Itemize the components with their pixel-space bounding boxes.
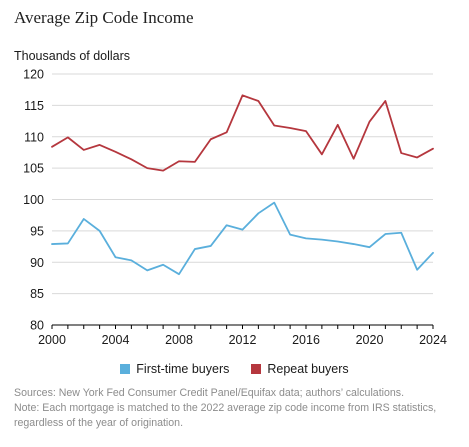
sources-text: Sources: New York Fed Consumer Credit Pa… [14,387,405,399]
y-tick-label-105: 105 [23,162,44,176]
y-tick-label-80: 80 [30,319,44,333]
legend-item-repeat-buyers: Repeat buyers [251,362,349,376]
x-tick-label-2004: 2004 [102,333,130,347]
note-text-line-2: regardless of the year of origination. [14,417,184,429]
series-line-repeat-buyers [51,94,434,172]
x-tick-label-2000: 2000 [38,333,66,347]
chart-title: Average Zip Code Income [14,8,194,27]
y-tick-label-115: 115 [24,99,44,113]
legend: First-time buyers Repeat buyers [0,362,469,376]
legend-label-repeat-buyers: Repeat buyers [267,362,349,376]
legend-item-first-time-buyers: First-time buyers [120,362,229,376]
line-chart: 80 85 90 95 100 105 110 115 120 2000 2004 2008 2012 2… [23,68,447,348]
chart-notes: Sources: New York Fed Consumer Credit Pa… [14,386,459,431]
y-tick-label-90: 90 [30,256,44,270]
y-tick-label-120: 120 [23,68,44,82]
y-tick-label-85: 85 [30,287,44,301]
y-tick-label-100: 100 [23,193,44,207]
y-axis-label: Thousands of dollars [14,49,131,63]
series-line-first-time-buyers [51,201,434,276]
x-tick-label-2008: 2008 [165,333,193,347]
legend-swatch-repeat-buyers [251,364,262,374]
y-tick-label-110: 110 [24,130,44,144]
x-tick-label-2020: 2020 [356,333,384,347]
legend-label-first-time-buyers: First-time buyers [136,362,230,376]
y-tick-label-95: 95 [30,224,44,238]
x-tick-label-2012: 2012 [229,333,257,347]
legend-swatch-first-time-buyers [120,364,131,374]
x-tick-label-2024: 2024 [419,333,447,347]
x-tick-label-2016: 2016 [292,333,320,347]
note-text-line-1: Note: Each mortgage is matched to the 20… [14,402,437,414]
